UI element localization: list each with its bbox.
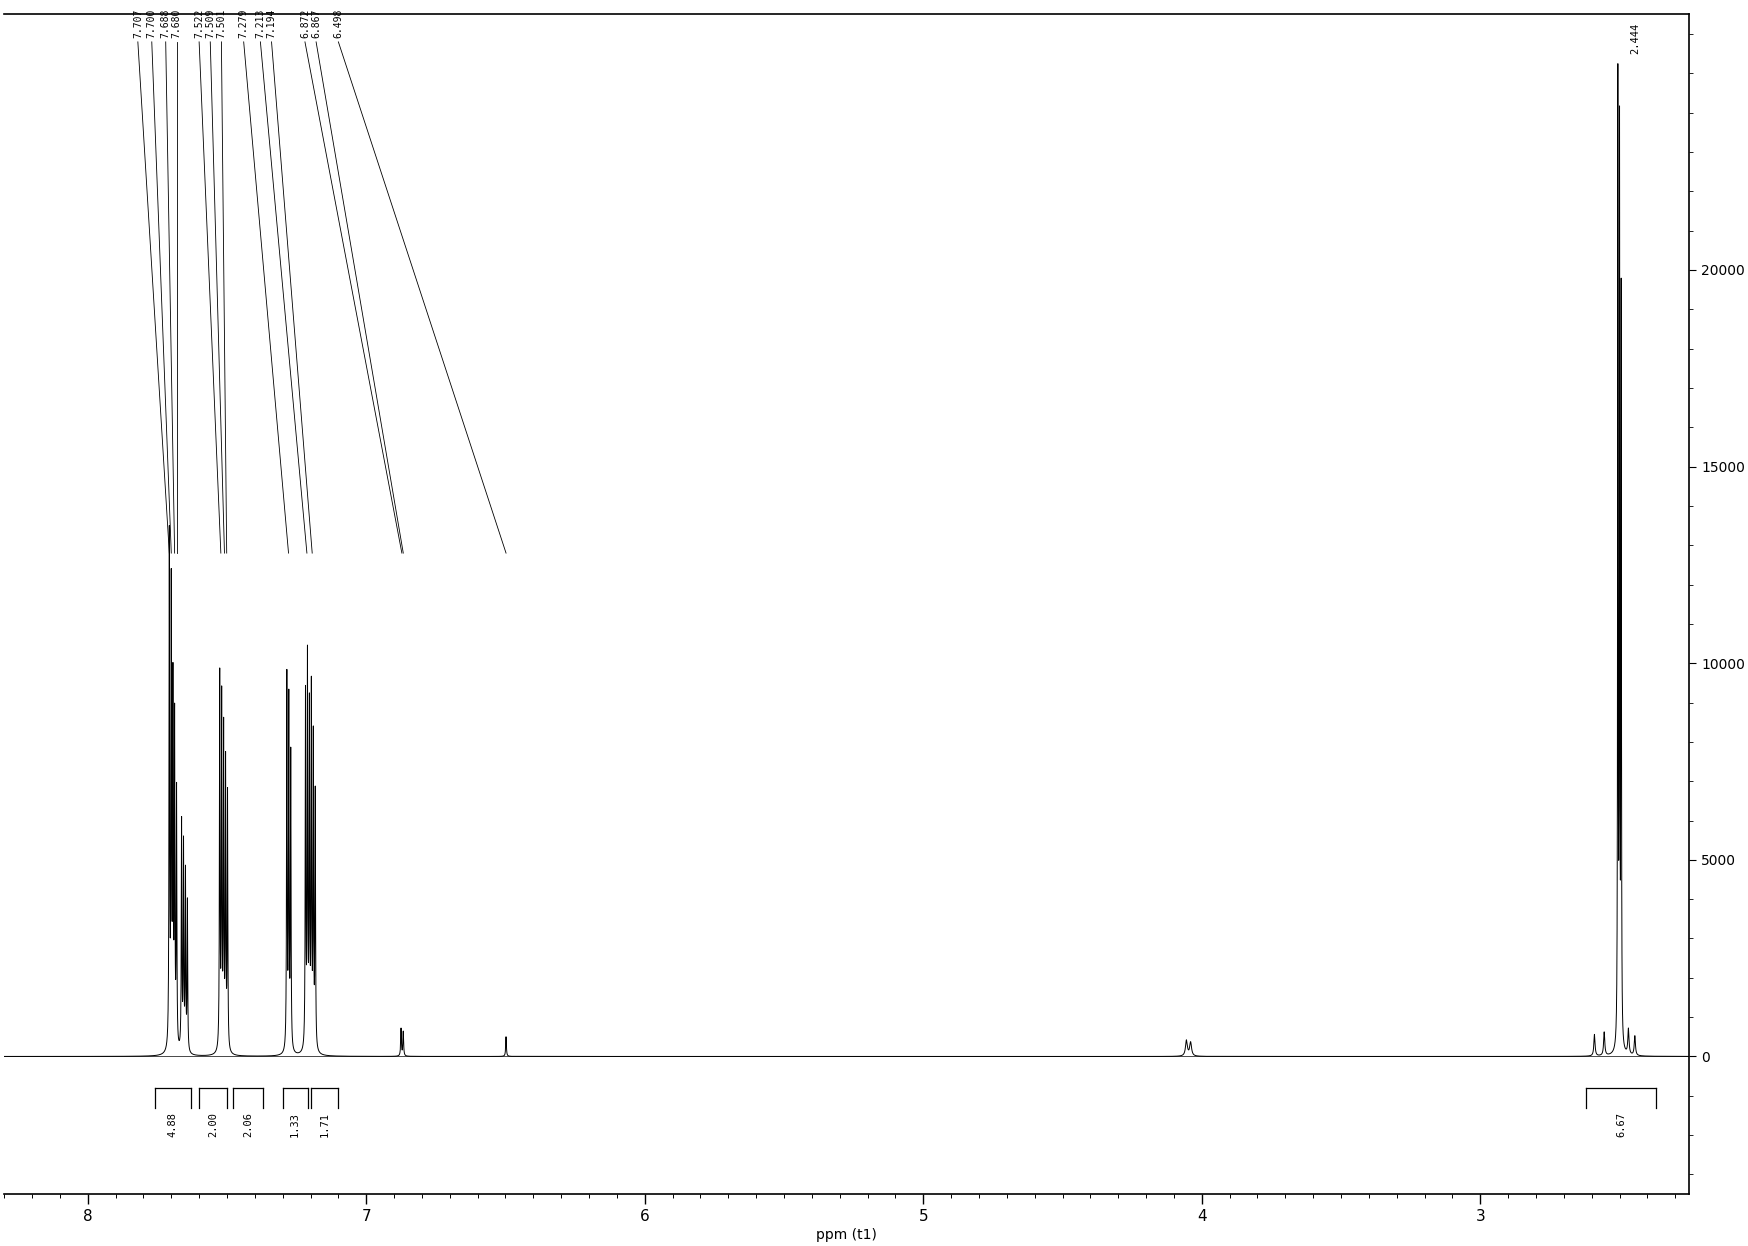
Text: 2.00: 2.00 (208, 1111, 218, 1136)
Text: 7.279: 7.279 (238, 9, 248, 37)
Text: 6.872: 6.872 (301, 9, 309, 37)
Text: 6.67: 6.67 (1615, 1111, 1626, 1136)
Text: 7.688: 7.688 (161, 9, 171, 37)
Text: 2.444: 2.444 (1629, 22, 1640, 54)
Text: 7.680: 7.680 (171, 9, 182, 37)
Text: 2.06: 2.06 (243, 1111, 253, 1136)
Text: 7.522: 7.522 (194, 9, 205, 37)
Text: 7.501: 7.501 (217, 9, 225, 37)
Text: 1.33: 1.33 (290, 1111, 301, 1136)
Text: 6.867: 6.867 (311, 9, 322, 37)
Text: 7.194: 7.194 (266, 9, 276, 37)
Text: 6.498: 6.498 (334, 9, 343, 37)
X-axis label: ppm (t1): ppm (t1) (816, 1227, 876, 1242)
Text: 7.509: 7.509 (205, 9, 215, 37)
Text: 7.700: 7.700 (147, 9, 157, 37)
Text: 1.71: 1.71 (320, 1111, 329, 1136)
Text: 7.707: 7.707 (133, 9, 143, 37)
Text: 7.213: 7.213 (255, 9, 266, 37)
Text: 4.88: 4.88 (168, 1111, 178, 1136)
